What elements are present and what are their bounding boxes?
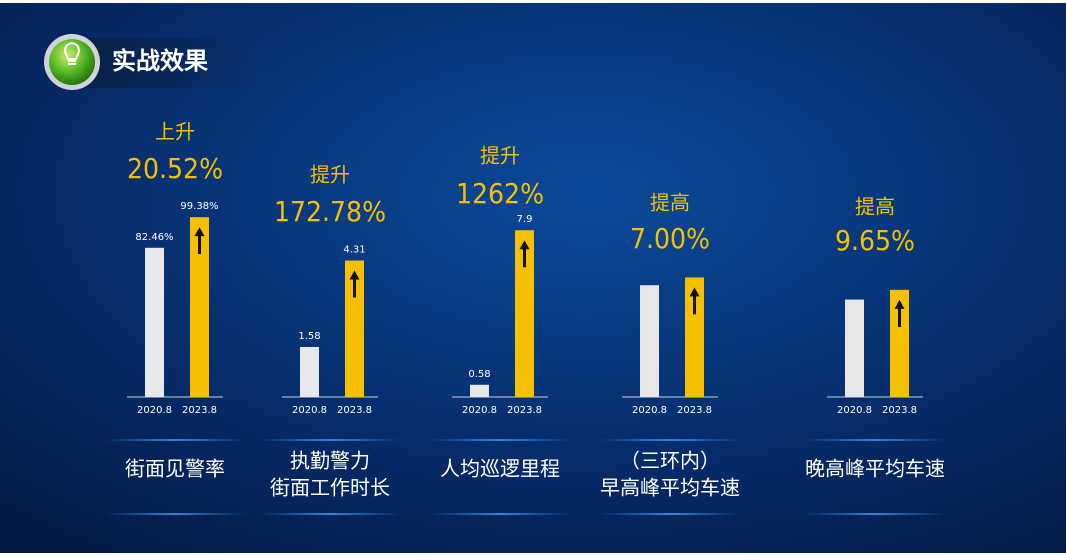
label-glow: [105, 513, 245, 515]
label-glow: [600, 439, 740, 441]
chart-label: 街面工作时长: [270, 476, 390, 500]
label-glow: [260, 439, 400, 441]
change-value: 1262%: [456, 177, 544, 210]
arrow: [519, 240, 530, 268]
change-value: 7.00%: [630, 222, 710, 255]
x-tick-label: 2023.8: [677, 405, 712, 416]
value-label: 1.58: [298, 331, 320, 342]
x-tick-label: 2023.8: [337, 405, 372, 416]
bar: [640, 285, 659, 397]
x-tick-label: 2020.8: [462, 405, 497, 416]
change-value: 20.52%: [127, 152, 223, 185]
chart-label: 早高峰平均车速: [600, 476, 740, 500]
bar: [145, 247, 164, 397]
chart-label: 执勤警力: [290, 449, 370, 473]
label-glow: [600, 513, 740, 515]
label-glow: [430, 439, 570, 441]
value-label: 82.46%: [135, 232, 173, 243]
bar: [515, 230, 534, 397]
annotation: 提升: [480, 144, 520, 168]
charts: 上升 20.52% 82.46% 2020.8 99.38% 2023.8 街面见警率 提升 1…: [105, 120, 945, 515]
x-tick-label: 2023.8: [507, 405, 542, 416]
arrow: [194, 227, 205, 255]
x-tick-label: 2020.8: [292, 405, 327, 416]
annotation: 提高: [855, 195, 895, 219]
label-glow: [430, 513, 570, 515]
x-tick-label: 2020.8: [137, 405, 172, 416]
x-tick-label: 2023.8: [882, 405, 917, 416]
bar: [890, 289, 909, 397]
label-glow: [805, 439, 945, 441]
annotation: 提升: [310, 163, 350, 187]
annotation: 提高: [650, 191, 690, 215]
x-tick-label: 2020.8: [837, 405, 872, 416]
value-label: 0.58: [468, 369, 490, 380]
bar: [685, 277, 704, 397]
chart-label: 人均巡逻里程: [440, 457, 560, 481]
bar: [190, 217, 209, 397]
x-tick-label: 2023.8: [182, 405, 217, 416]
value-label: 99.38%: [180, 201, 218, 212]
label-glow: [105, 439, 245, 441]
bar: [345, 260, 364, 397]
arrow: [689, 287, 700, 315]
bar: [845, 299, 864, 397]
value-label: 7.9: [517, 214, 533, 225]
chart-label: 晚高峰平均车速: [805, 457, 945, 481]
bulb-icon: [64, 42, 80, 65]
label-glow: [260, 513, 400, 515]
bar: [300, 346, 319, 397]
change-value: 172.78%: [274, 195, 386, 228]
chart-label: 街面见警率: [125, 457, 225, 481]
value-label: 4.31: [343, 245, 365, 256]
label-glow: [805, 513, 945, 515]
x-tick-label: 2020.8: [632, 405, 667, 416]
chart-label: （三环内）: [620, 449, 720, 473]
arrow: [894, 299, 905, 327]
bar: [470, 384, 489, 397]
page-title: 实战效果: [112, 47, 208, 75]
change-value: 9.65%: [835, 224, 915, 257]
top-rule: [0, 0, 1066, 3]
arrow: [349, 270, 360, 298]
annotation: 上升: [155, 120, 195, 144]
